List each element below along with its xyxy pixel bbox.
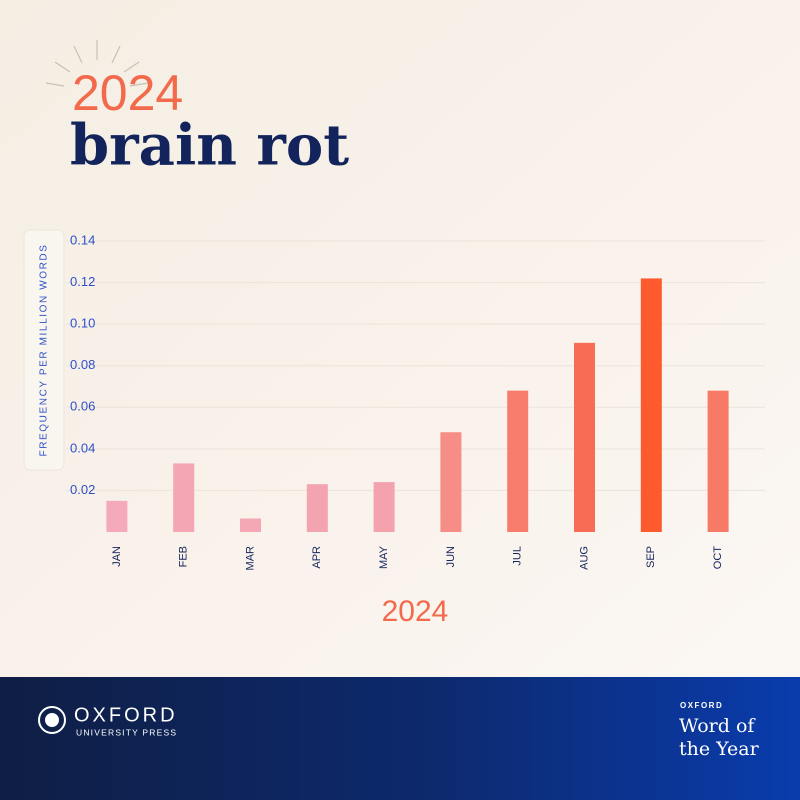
x-tick-label: AUG (578, 546, 590, 570)
x-tick-label: MAR (244, 546, 256, 571)
x-tick-label: APR (311, 546, 323, 569)
badge-kicker: OXFORD (680, 701, 723, 710)
y-tick-label: 0.04 (70, 440, 95, 455)
supertitle: 2024 (72, 65, 183, 121)
x-axis-label: 2024 (382, 595, 449, 628)
oup-logo (38, 706, 66, 734)
publisher-name: OXFORD (74, 704, 178, 726)
bar (640, 278, 662, 532)
y-tick-label: 0.08 (70, 357, 95, 372)
x-tick-label: FEB (178, 546, 190, 567)
y-tick-label: 0.06 (70, 399, 95, 414)
badge-line2: the Year (679, 738, 760, 760)
x-tick-label: MAY (378, 545, 390, 569)
title: brain rot (70, 113, 349, 179)
bar (306, 484, 328, 532)
footer (0, 677, 800, 800)
bar (440, 432, 462, 532)
x-tick-label: SEP (645, 546, 657, 568)
y-tick-label: 0.02 (70, 482, 95, 497)
background (0, 0, 800, 677)
badge-line1: Word of (679, 715, 756, 737)
ylabel-box (23, 229, 65, 471)
bar (173, 463, 195, 532)
x-tick-label: JUN (445, 546, 457, 567)
y-tick-label: 0.12 (70, 274, 95, 289)
bar (707, 390, 729, 532)
bar (507, 390, 529, 532)
publisher-sub: UNIVERSITY PRESS (76, 727, 177, 737)
bar (106, 500, 128, 532)
y-tick-label: 0.14 (70, 232, 95, 247)
x-tick-label: JAN (111, 546, 123, 567)
x-tick-label: JUL (512, 546, 524, 566)
y-axis-label: FREQUENCY PER MILLION WORDS (39, 243, 50, 456)
bar (574, 342, 595, 532)
bar (240, 518, 261, 532)
y-tick-label: 0.10 (70, 316, 95, 331)
sunburst (45, 40, 149, 87)
bar (373, 482, 395, 532)
x-tick-label: OCT (712, 546, 724, 570)
